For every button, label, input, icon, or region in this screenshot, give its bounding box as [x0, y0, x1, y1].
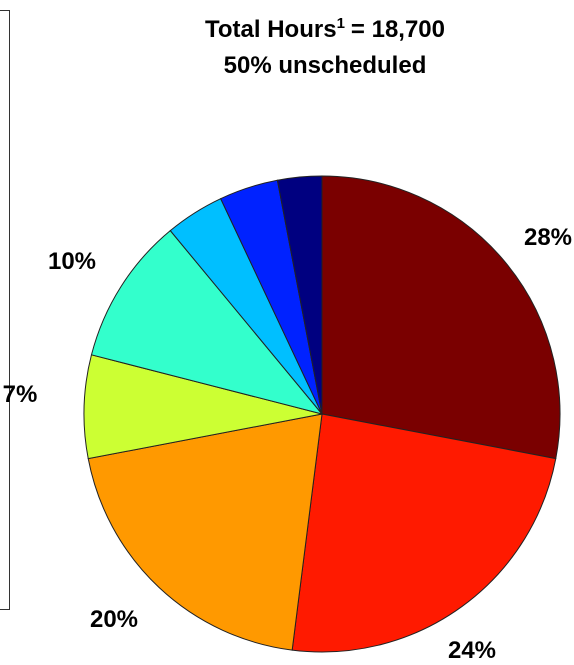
pie-slice-5 — [90, 229, 324, 415]
title-text: Total Hours — [205, 16, 337, 43]
slice-label-4: 7% — [2, 381, 38, 408]
slice-label-2: 24% — [447, 637, 497, 664]
pie-slice-3 — [87, 413, 323, 651]
title-total-value: = 18,700 — [350, 16, 445, 43]
left-panel-border — [0, 10, 10, 610]
pie-slice-2 — [291, 413, 557, 653]
chart-title: Total Hours1 = 18,700 — [130, 16, 520, 44]
slice-label-5: 10% — [47, 248, 97, 275]
pie-slice-1 — [321, 175, 561, 460]
title-footnote-marker: 1 — [336, 15, 345, 32]
slice-label-3: 20% — [89, 606, 139, 633]
pie-slice-4 — [83, 354, 323, 460]
pie-slice-8 — [276, 175, 323, 415]
slice-label-1: 28% — [523, 224, 573, 251]
chart-subtitle: 50% unscheduled — [223, 52, 427, 79]
